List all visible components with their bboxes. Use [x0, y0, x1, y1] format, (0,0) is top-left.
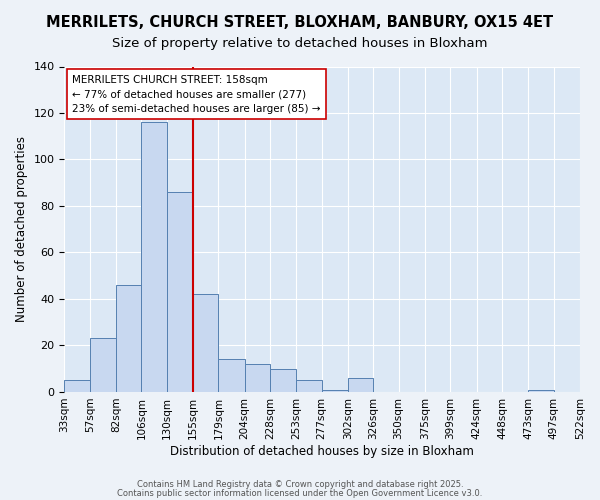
- Bar: [90, 338, 116, 392]
- Bar: [167, 192, 193, 392]
- Bar: [218, 360, 245, 392]
- Bar: [322, 390, 348, 392]
- Text: MERRILETS CHURCH STREET: 158sqm
← 77% of detached houses are smaller (277)
23% o: MERRILETS CHURCH STREET: 158sqm ← 77% of…: [72, 74, 320, 114]
- Bar: [142, 122, 167, 392]
- Y-axis label: Number of detached properties: Number of detached properties: [15, 136, 28, 322]
- Bar: [296, 380, 322, 392]
- Bar: [64, 380, 90, 392]
- Bar: [529, 390, 554, 392]
- Bar: [245, 364, 270, 392]
- Bar: [270, 368, 296, 392]
- Bar: [116, 285, 142, 392]
- Text: Contains public sector information licensed under the Open Government Licence v3: Contains public sector information licen…: [118, 488, 482, 498]
- Bar: [193, 294, 218, 392]
- Bar: [348, 378, 373, 392]
- Text: Contains HM Land Registry data © Crown copyright and database right 2025.: Contains HM Land Registry data © Crown c…: [137, 480, 463, 489]
- Text: Size of property relative to detached houses in Bloxham: Size of property relative to detached ho…: [112, 38, 488, 51]
- X-axis label: Distribution of detached houses by size in Bloxham: Distribution of detached houses by size …: [170, 444, 474, 458]
- Text: MERRILETS, CHURCH STREET, BLOXHAM, BANBURY, OX15 4ET: MERRILETS, CHURCH STREET, BLOXHAM, BANBU…: [46, 15, 554, 30]
